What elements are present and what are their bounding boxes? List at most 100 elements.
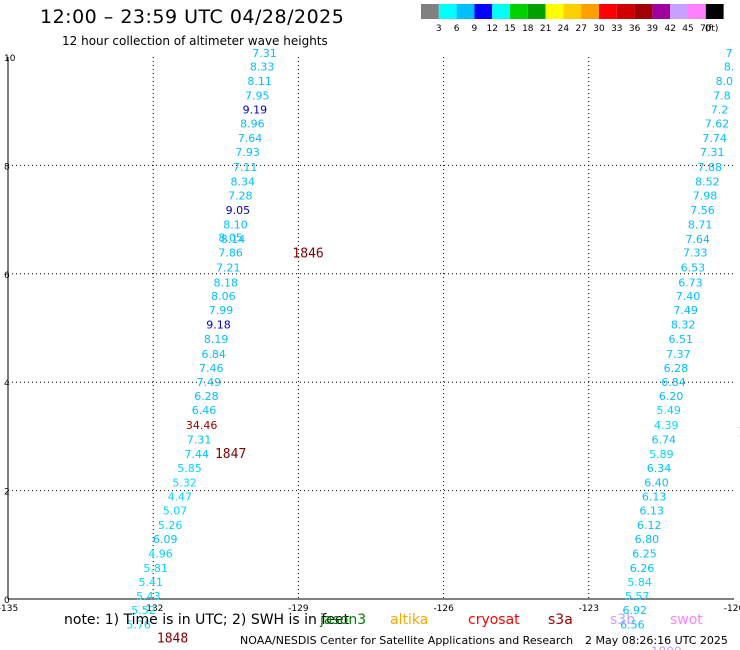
colorbar-swatch — [705, 4, 724, 19]
wave-height-label: 5.84 — [627, 576, 652, 589]
pass-time-label: 1847 — [215, 447, 246, 462]
wave-height-label: 6.73 — [678, 276, 703, 289]
generated-date: 2 May 08:26:16 UTC 2025 — [585, 634, 728, 647]
colorbar-swatch — [563, 4, 582, 19]
pass-time-label: 1808 — [738, 425, 740, 440]
wave-height-label: 8.10 — [223, 218, 248, 231]
colorbar-label: 39 — [647, 24, 659, 34]
colorbar-label: 18 — [522, 24, 534, 34]
wave-height-label: 7.8 — [713, 89, 731, 102]
wave-height-label: 7.86 — [218, 246, 243, 259]
wave-height-label: 6.25 — [632, 547, 657, 560]
mission-s3a: s3a — [548, 612, 573, 628]
wave-height-label: 7 — [726, 47, 733, 60]
wave-height-label: 6.84 — [201, 348, 226, 361]
wave-height-label: 9.18 — [206, 319, 231, 332]
wave-height-label: 8.32 — [671, 319, 696, 332]
colorbar-label: 36 — [629, 24, 641, 34]
y-tick-label: 4 — [4, 379, 10, 389]
mission-cryosat: cryosat — [468, 612, 520, 628]
wave-height-label: 8.71 — [688, 218, 713, 231]
wave-height-label: 6.46 — [192, 404, 217, 417]
colorbar-label: (ft) — [705, 24, 719, 34]
wave-height-label: 6.40 — [644, 476, 669, 489]
colorbar-label: 21 — [540, 24, 551, 34]
colorbar-swatch — [634, 4, 653, 19]
wave-height-label: 7.49 — [197, 376, 222, 389]
wave-height-label: 5.07 — [163, 504, 188, 517]
wave-height-label: 8.14 — [221, 233, 246, 246]
wave-height-label: 8.0 — [716, 75, 734, 88]
wave-height-label: 6.13 — [642, 490, 667, 503]
wave-height-label: 5.52 — [131, 604, 156, 617]
mission-jason3: jason3 — [320, 612, 367, 628]
pass-time-label: 1846 — [292, 247, 323, 262]
wave-height-label: 8.18 — [214, 276, 239, 289]
colorbar-swatch — [438, 4, 457, 19]
wave-height-label: 8.05 — [218, 231, 243, 244]
x-tick-label: -123 — [579, 604, 599, 614]
colorbar-swatch — [616, 4, 635, 19]
wave-height-label: 8.34 — [230, 175, 255, 188]
wave-height-label: 7.64 — [685, 233, 710, 246]
wave-height-label: 7.40 — [676, 290, 701, 303]
wave-height-label: 7.62 — [705, 117, 730, 130]
chart-title: 12:00 – 23:59 UTC 04/28/2025 — [40, 6, 345, 28]
wave-height-label: 9.19 — [243, 103, 268, 116]
wave-height-label: 5.32 — [172, 476, 197, 489]
footnote: note: 1) Time is in UTC; 2) SWH is in fe… — [64, 612, 350, 628]
wave-height-label: 7.95 — [245, 89, 270, 102]
wave-height-label: 7.46 — [199, 362, 224, 375]
colorbar-swatch — [510, 4, 528, 19]
wave-height-label: 9.05 — [226, 204, 251, 217]
y-tick-label: 2 — [4, 488, 10, 498]
wave-height-label: 7.37 — [666, 348, 691, 361]
wave-height-label: 5.26 — [158, 519, 183, 532]
wave-height-label: 7.31 — [187, 433, 212, 446]
x-tick-label: -135 — [0, 604, 18, 614]
wave-height-label: 6.53 — [681, 262, 706, 275]
wave-height-label: 4.39 — [654, 419, 679, 432]
mission-s3b: s3b — [610, 612, 636, 628]
x-tick-label: -132 — [143, 604, 163, 614]
colorbar-label: 33 — [611, 24, 622, 34]
wave-height-label: 8.19 — [204, 333, 229, 346]
wave-height-label: 6.80 — [635, 533, 660, 546]
wave-height-label: 7.21 — [216, 262, 241, 275]
wave-height-label: 7.33 — [683, 246, 708, 259]
colorbar-swatch — [670, 4, 688, 19]
wave-height-label: 5.89 — [649, 448, 674, 461]
wave-height-label: 7.56 — [690, 204, 715, 217]
wave-height-label: 6.84 — [661, 376, 686, 389]
colorbar-swatch — [474, 4, 493, 19]
wave-height-label: 6.92 — [623, 604, 648, 617]
colorbar-label: 3 — [436, 24, 442, 34]
wave-height-label: 7.44 — [185, 448, 210, 461]
y-tick-label: 10 — [4, 54, 16, 64]
wave-height-label: 6.12 — [637, 519, 662, 532]
colorbar-label: 27 — [575, 24, 586, 34]
y-tick-label: 0 — [4, 596, 10, 606]
wave-height-label: 5.81 — [143, 562, 168, 575]
wave-height-label: 4.96 — [148, 547, 173, 560]
y-tick-label: 6 — [4, 271, 10, 281]
wave-height-label: 5.41 — [139, 576, 164, 589]
wave-height-label: 7.88 — [698, 161, 723, 174]
mission-swot: swot — [670, 612, 703, 628]
wave-height-label: 5.57 — [625, 590, 650, 603]
colorbar-label: 24 — [558, 24, 570, 34]
colorbar-label: 30 — [593, 24, 605, 34]
colorbar-label: 45 — [682, 24, 693, 34]
pass-time-label: 1848 — [157, 631, 188, 646]
wave-height-label: 5.85 — [177, 462, 202, 475]
wave-height-label: 6.28 — [194, 390, 219, 403]
wave-height-label: 6.20 — [659, 390, 684, 403]
colorbar-swatch — [545, 4, 564, 19]
x-tick-label: -129 — [288, 604, 309, 614]
colorbar-label: 6 — [454, 24, 460, 34]
colorbar-label: 42 — [664, 24, 675, 34]
wave-height-label: 8.33 — [250, 61, 275, 74]
wave-height-label: 6.28 — [664, 362, 689, 375]
y-tick-label: 8 — [4, 162, 10, 172]
